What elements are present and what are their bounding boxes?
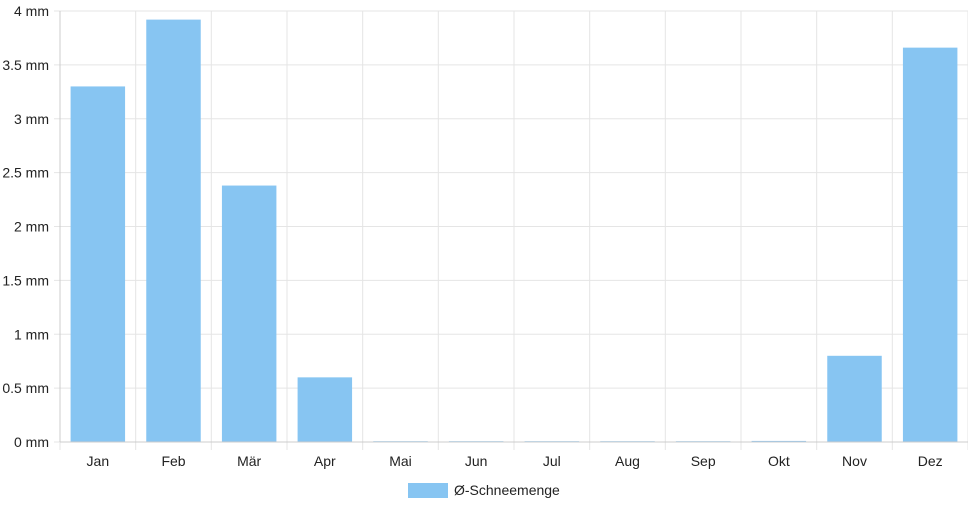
x-tick-label: Aug [615,453,640,469]
legend-label: Ø-Schneemenge [454,482,560,498]
x-tick-label: Mär [237,453,261,469]
bar-Feb[interactable] [146,19,201,443]
x-tick-label: Apr [314,453,336,469]
x-tick-label: Mai [389,453,412,469]
y-tick-label: 1 mm [14,326,49,342]
x-tick-label: Dez [918,453,943,469]
bar-Nov[interactable] [827,355,882,442]
chart-bars [70,19,958,443]
x-axis-tick-labels: Jan Feb Mär Apr Mai Jun Jul Aug Sep Okt Nov Dez [87,453,943,469]
bar-Apr[interactable] [297,377,353,442]
y-tick-label: 3.5 mm [2,57,49,73]
x-tick-label: Okt [768,453,790,469]
x-tick-label: Jul [543,453,561,469]
bar-Dez[interactable] [902,47,958,442]
x-tick-label: Jan [87,453,110,469]
y-tick-label: 3 mm [14,111,49,127]
y-axis-tick-labels: 0 mm 0.5 mm 1 mm 1.5 mm 2 mm 2.5 mm 3 mm 3.5 mm… [2,3,49,450]
chart-legend[interactable]: Ø-Schneemenge [408,482,560,498]
y-tick-label: 0.5 mm [2,380,49,396]
x-tick-label: Nov [842,453,867,469]
x-tick-label: Sep [691,453,716,469]
legend-swatch [408,483,448,498]
bar-Mär[interactable] [221,185,277,442]
x-tick-label: Jun [465,453,488,469]
bar-Jan[interactable] [70,86,126,443]
x-tick-label: Feb [161,453,185,469]
bar-Okt[interactable] [751,440,807,442]
chart-axes [59,11,968,443]
y-tick-label: 2.5 mm [2,165,49,181]
y-tick-label: 0 mm [14,434,49,450]
chart-grid [54,10,968,450]
y-tick-label: 1.5 mm [2,272,49,288]
y-tick-label: 2 mm [14,219,49,235]
y-tick-label: 4 mm [14,3,49,19]
